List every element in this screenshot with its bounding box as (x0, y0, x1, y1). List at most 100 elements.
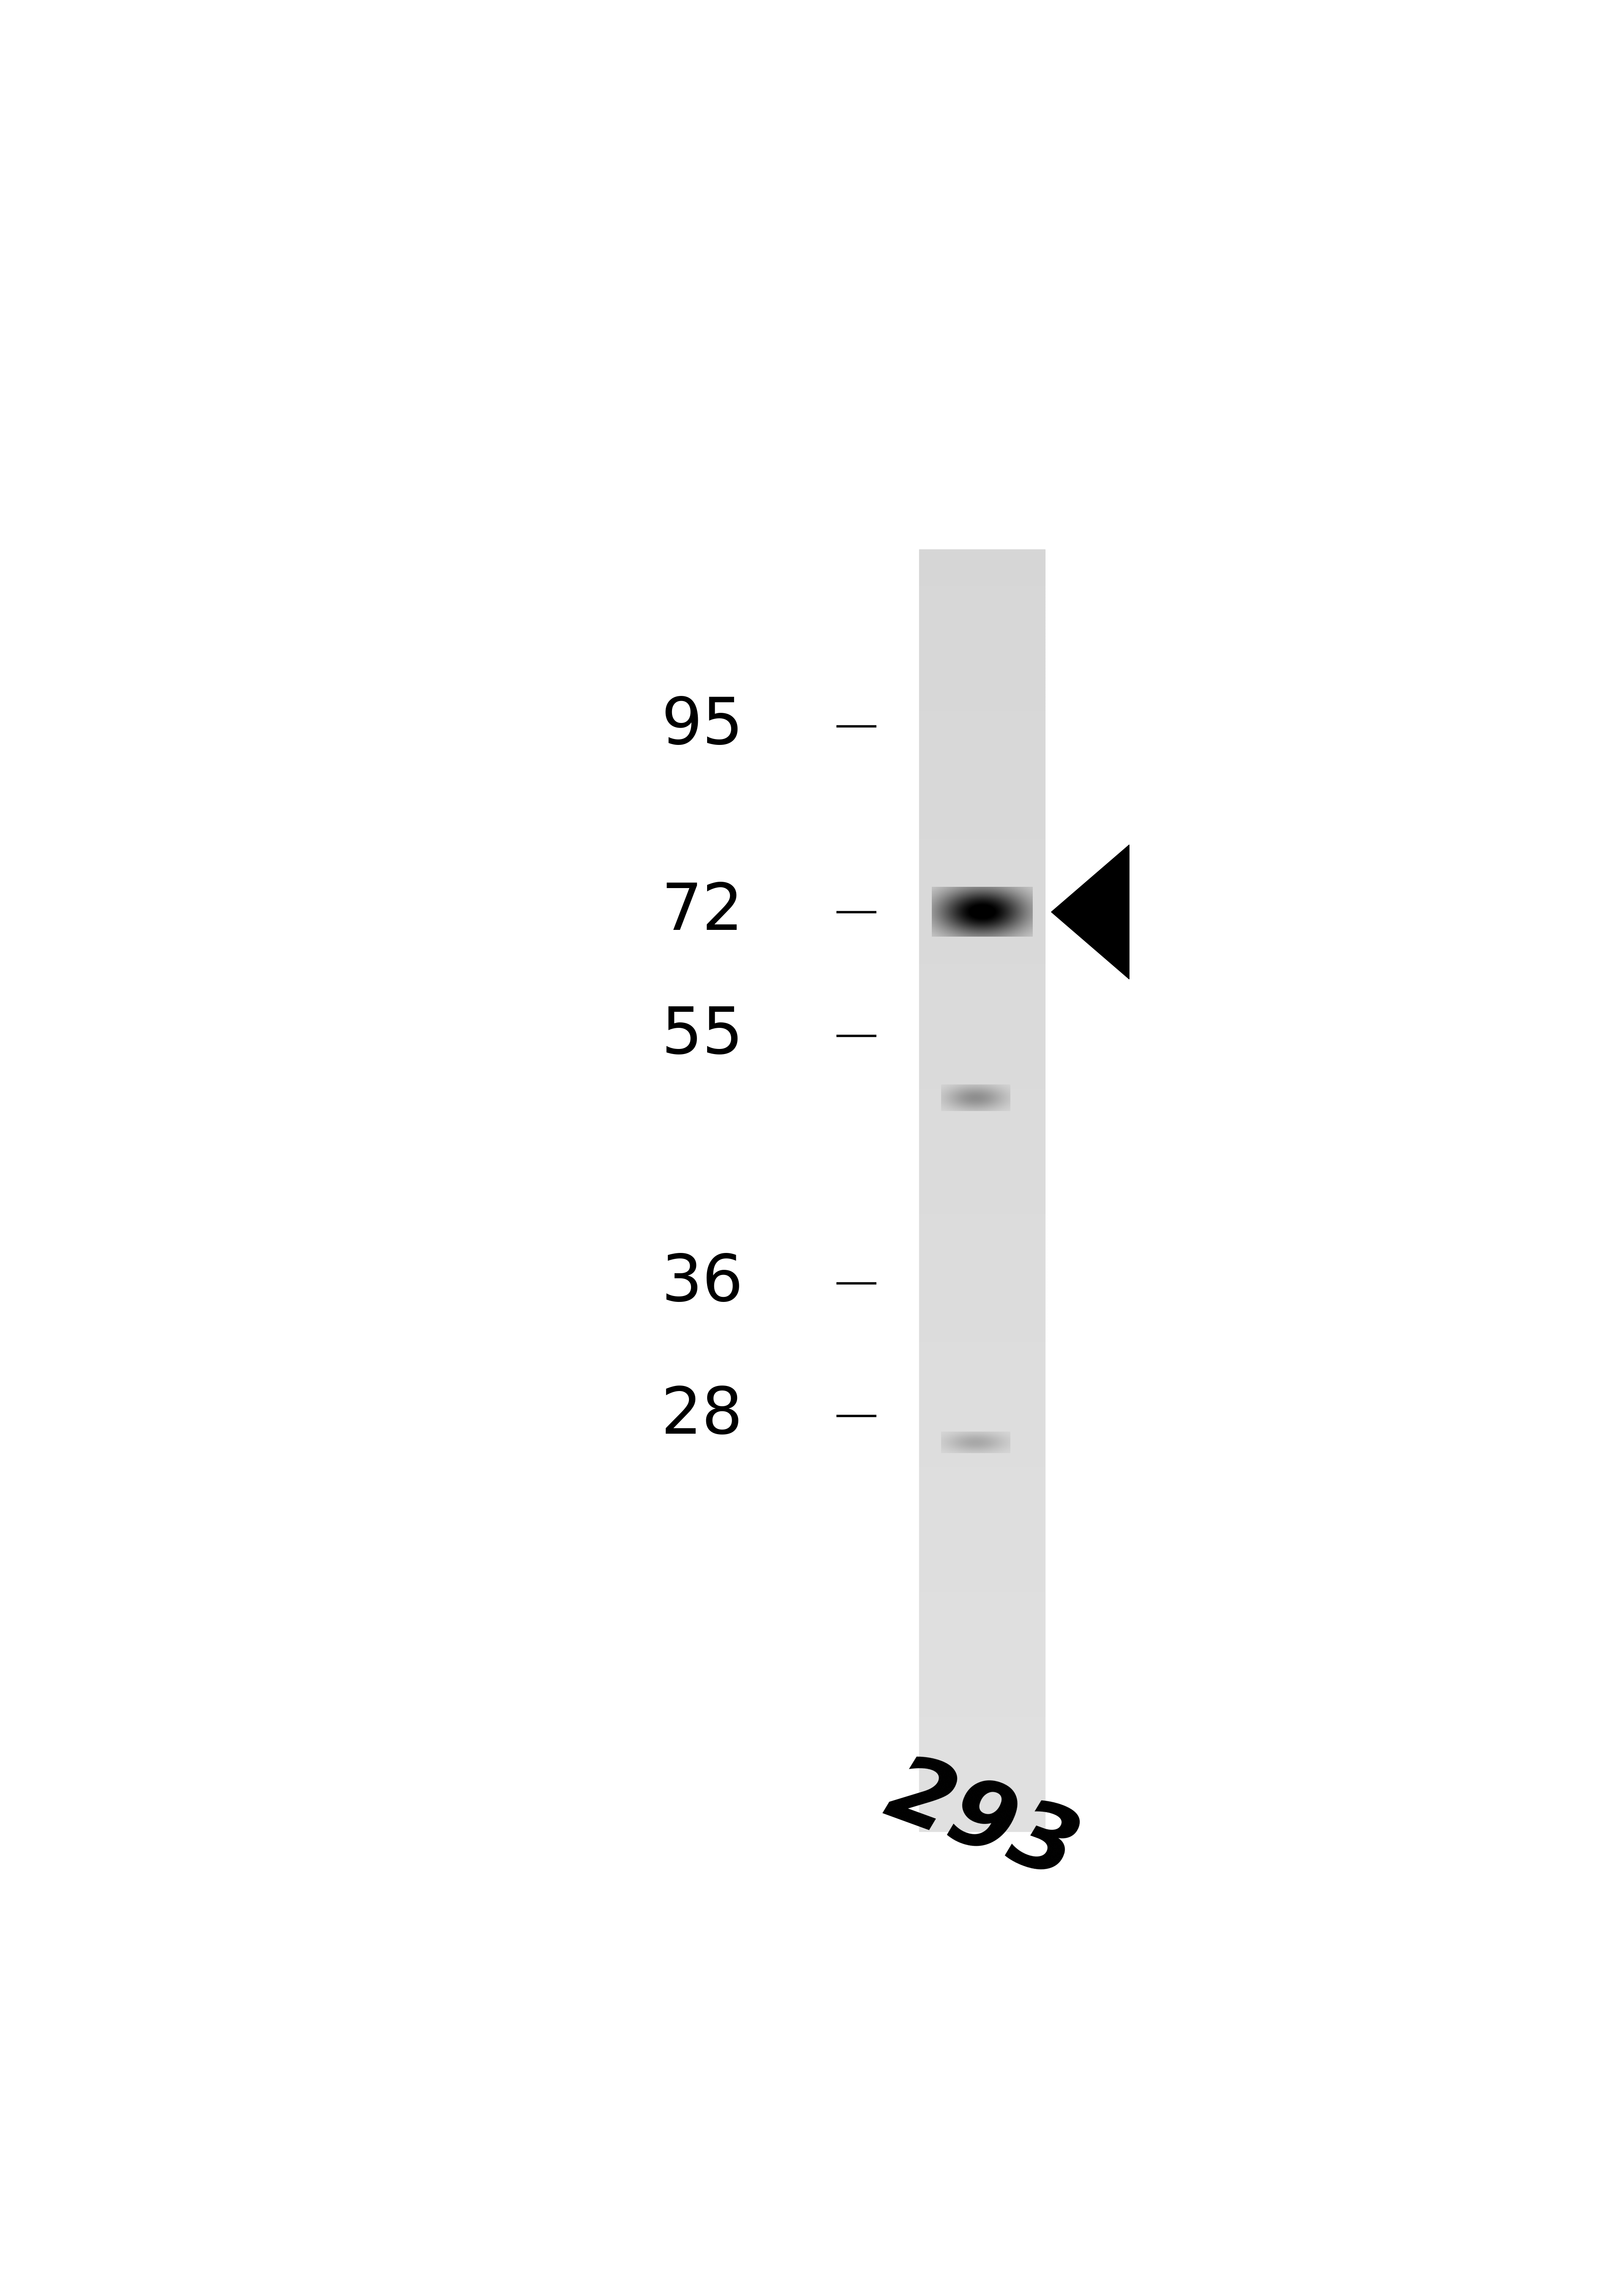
Bar (920, 1495, 1045, 1497)
Bar (920, 760, 1045, 765)
Bar (920, 1472, 1045, 1476)
Bar (920, 684, 1045, 687)
Bar (920, 1731, 1045, 1736)
Bar (920, 1683, 1045, 1688)
Bar (920, 1463, 1045, 1465)
Bar (920, 1745, 1045, 1747)
Bar (920, 700, 1045, 703)
Bar (920, 1605, 1045, 1607)
Bar (920, 569, 1045, 572)
Bar (920, 1389, 1045, 1391)
Bar (920, 652, 1045, 654)
Bar (920, 1559, 1045, 1561)
Bar (920, 661, 1045, 666)
Bar (920, 1334, 1045, 1339)
Bar (920, 1091, 1045, 1095)
Bar (920, 771, 1045, 774)
Bar (920, 659, 1045, 661)
Bar (920, 1715, 1045, 1720)
Bar (920, 1178, 1045, 1180)
Bar (920, 1662, 1045, 1665)
Bar (920, 918, 1045, 921)
Bar (920, 1084, 1045, 1088)
Bar (920, 1341, 1045, 1343)
Bar (920, 1143, 1045, 1146)
Bar (920, 1146, 1045, 1148)
Bar (920, 840, 1045, 845)
Text: 28: 28 (662, 1384, 743, 1446)
Bar (920, 925, 1045, 928)
Bar (920, 1486, 1045, 1488)
Bar (920, 1180, 1045, 1185)
Bar (920, 732, 1045, 735)
Bar (920, 703, 1045, 707)
Bar (920, 960, 1045, 962)
Bar (920, 1561, 1045, 1566)
Bar (920, 1552, 1045, 1557)
Bar (920, 1428, 1045, 1430)
Bar (920, 852, 1045, 854)
Bar (920, 836, 1045, 838)
Bar (920, 1713, 1045, 1715)
Bar (920, 1116, 1045, 1120)
Bar (920, 1722, 1045, 1727)
Bar (920, 602, 1045, 604)
Bar (920, 1081, 1045, 1084)
Bar (920, 755, 1045, 758)
Bar (920, 1773, 1045, 1777)
Bar (920, 1527, 1045, 1529)
Bar (920, 1226, 1045, 1228)
Bar (920, 595, 1045, 597)
Bar (920, 1015, 1045, 1017)
Bar (920, 645, 1045, 650)
Bar (920, 930, 1045, 934)
Bar (920, 1816, 1045, 1818)
Bar (920, 758, 1045, 760)
Bar (920, 1396, 1045, 1398)
Bar (920, 1159, 1045, 1162)
Bar (920, 1469, 1045, 1472)
Bar (920, 765, 1045, 767)
Bar (920, 1261, 1045, 1265)
Bar (920, 928, 1045, 930)
Bar (920, 1042, 1045, 1047)
Bar (920, 774, 1045, 776)
Bar (920, 1642, 1045, 1646)
Bar (920, 957, 1045, 960)
Bar (920, 1609, 1045, 1614)
Bar (920, 895, 1045, 898)
Bar (920, 1779, 1045, 1784)
Bar (920, 1738, 1045, 1743)
Bar (920, 1095, 1045, 1097)
Bar (920, 638, 1045, 643)
Bar (920, 1203, 1045, 1205)
Bar (920, 1793, 1045, 1795)
Bar (920, 1566, 1045, 1568)
Bar (920, 636, 1045, 638)
Bar (920, 666, 1045, 668)
Bar (920, 742, 1045, 744)
Bar (920, 1671, 1045, 1674)
Bar (920, 783, 1045, 788)
Bar (920, 1242, 1045, 1244)
Bar (920, 1492, 1045, 1495)
Bar (920, 597, 1045, 602)
Bar (920, 572, 1045, 576)
Bar (920, 1699, 1045, 1704)
Bar (920, 1318, 1045, 1322)
Bar (920, 1155, 1045, 1159)
Bar (920, 1277, 1045, 1281)
Bar (920, 691, 1045, 693)
Bar (920, 1784, 1045, 1786)
Bar (920, 1593, 1045, 1598)
Bar (920, 829, 1045, 831)
Bar (920, 797, 1045, 799)
Bar (920, 1111, 1045, 1114)
Bar (920, 553, 1045, 556)
Bar (920, 1405, 1045, 1407)
Bar (920, 1221, 1045, 1226)
Bar (920, 1171, 1045, 1173)
Bar (920, 1270, 1045, 1274)
Bar (920, 1752, 1045, 1754)
Bar (920, 579, 1045, 581)
